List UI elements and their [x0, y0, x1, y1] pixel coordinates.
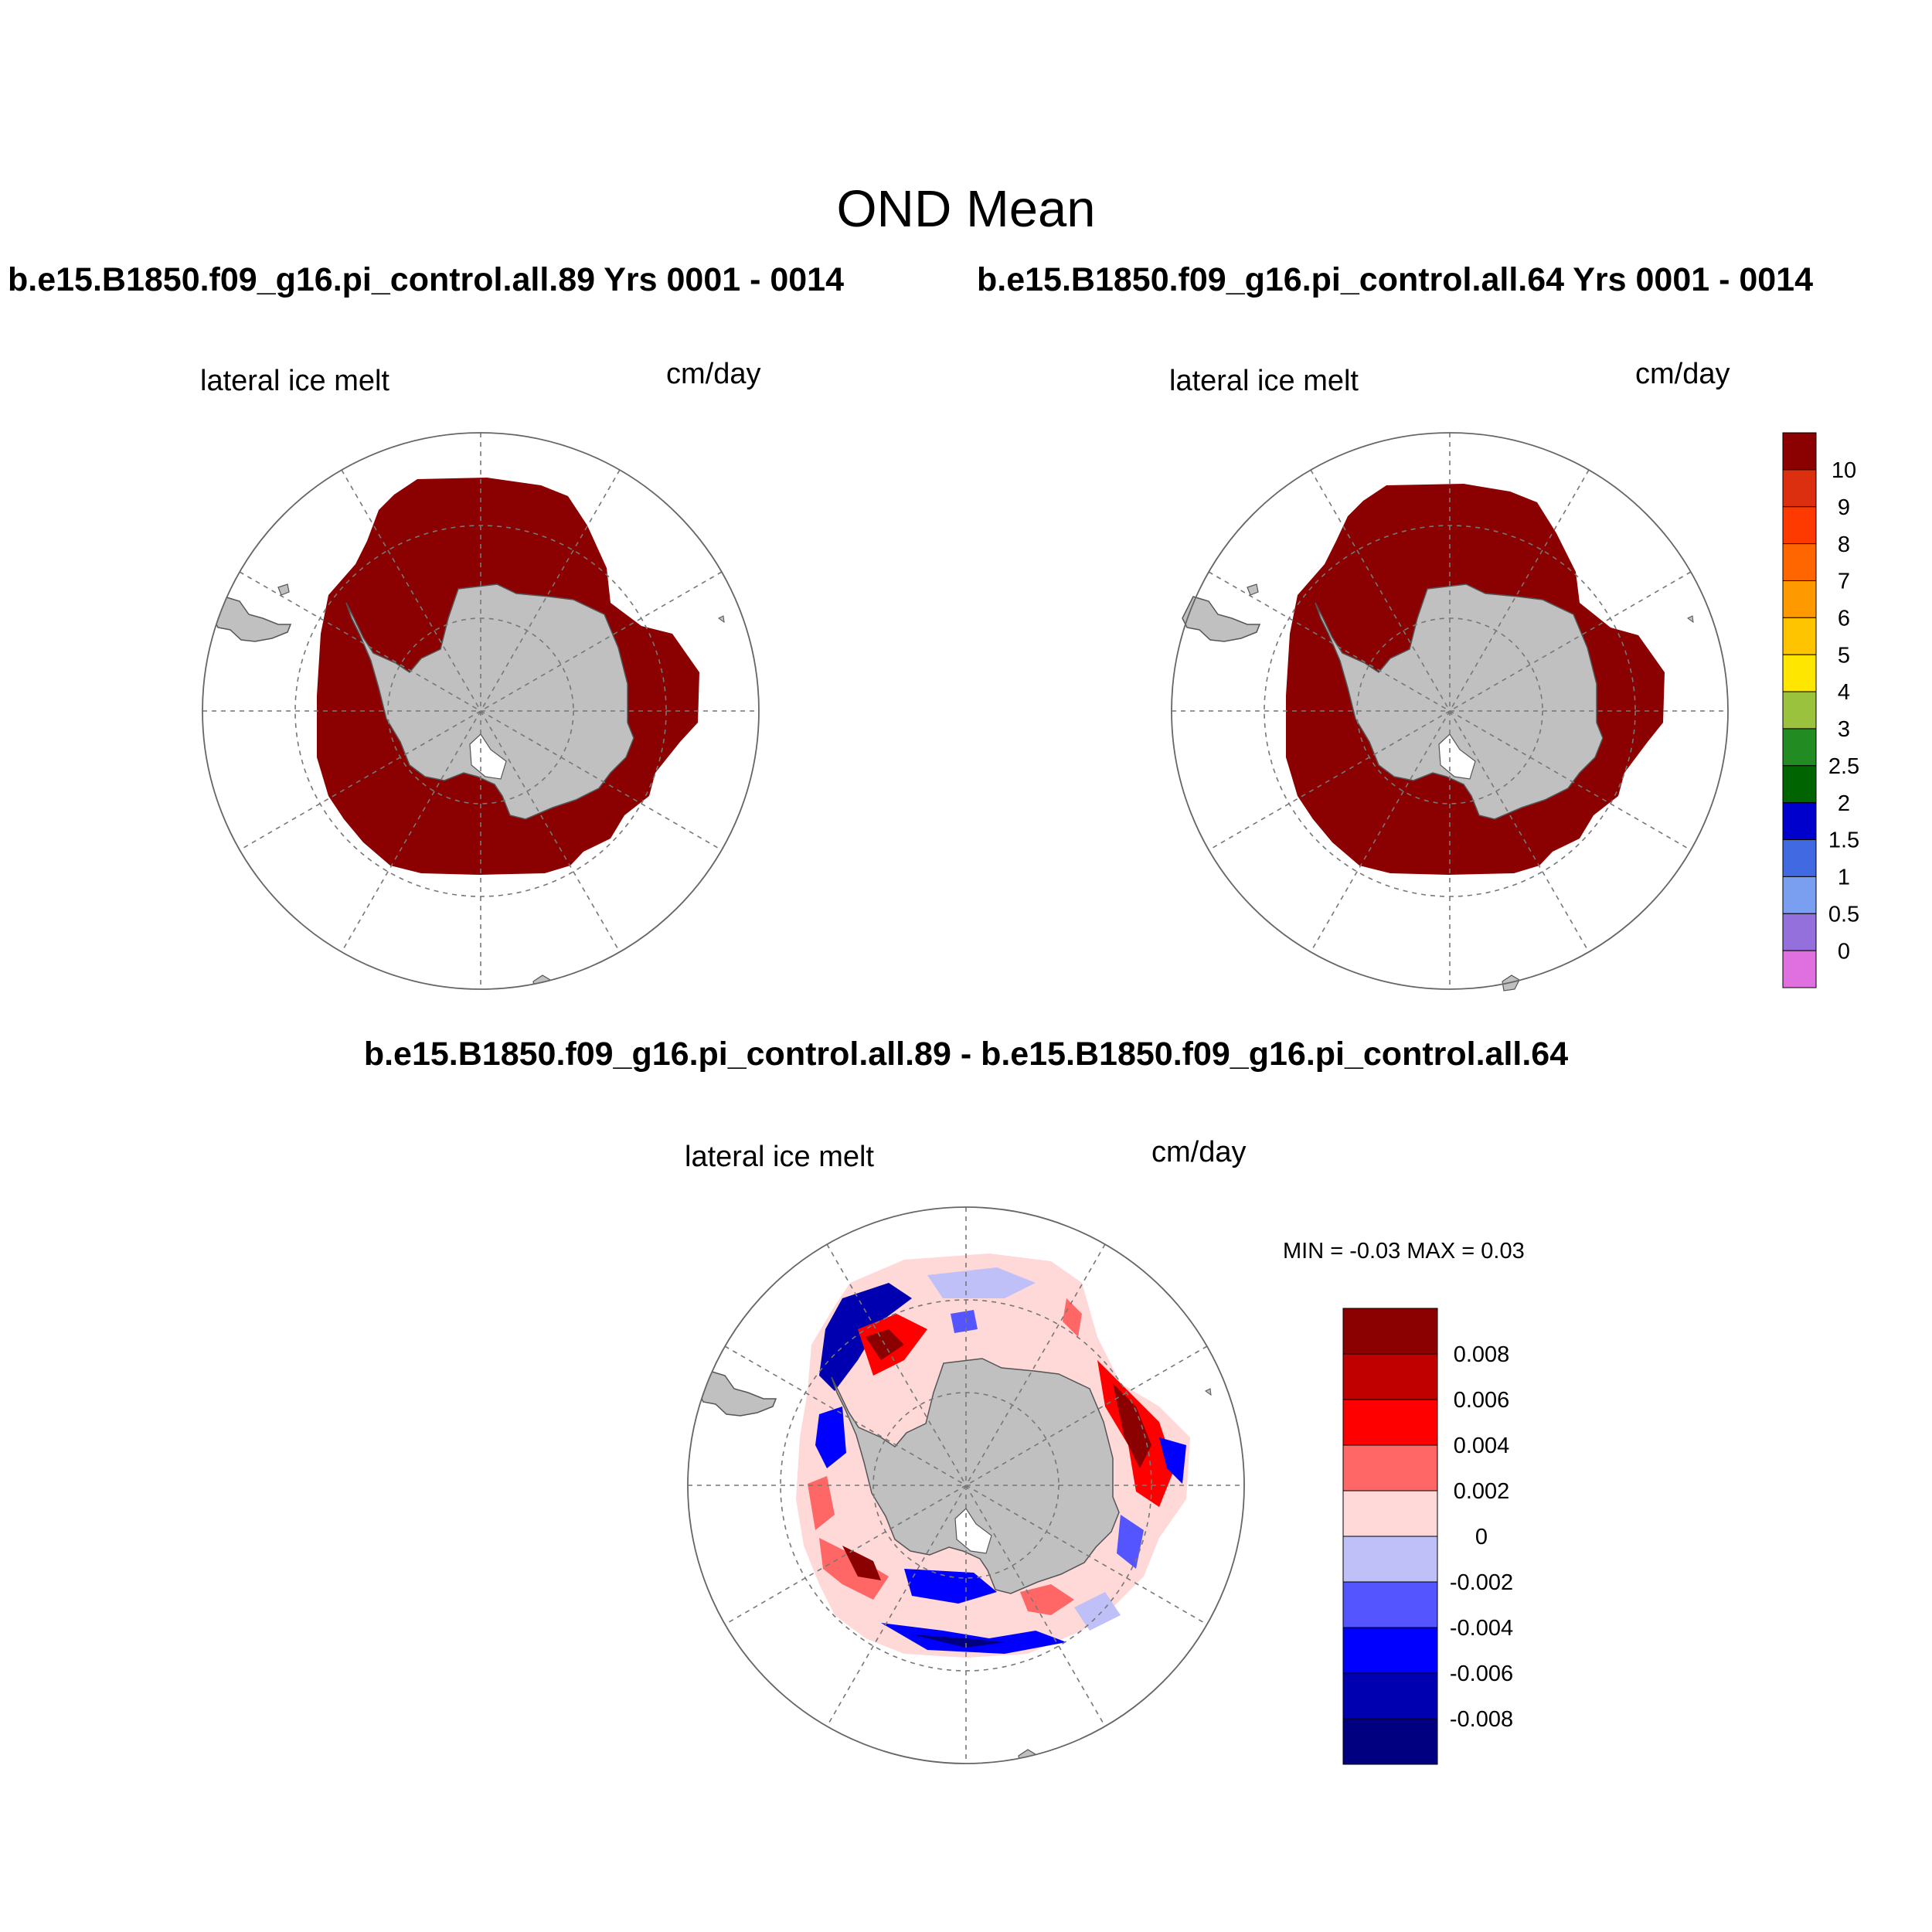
diff-island-east-land	[1205, 1388, 1212, 1396]
right-graticule	[1172, 433, 1728, 989]
main-colorbar-swatch	[1782, 839, 1817, 877]
main-colorbar-swatch	[1782, 469, 1817, 508]
panel-right-title: b.e15.B1850.f09_g16.pi_control.all.64 Yr…	[977, 261, 1814, 298]
main-colorbar-swatch	[1782, 950, 1817, 988]
diff-colorbar-swatch	[1342, 1536, 1438, 1583]
left-island-east-land	[718, 615, 725, 624]
right-map-border	[1171, 432, 1729, 990]
main-colorbar-tick-label: 2.5	[1828, 754, 1859, 779]
diff-colorbar-tick-label: 0.002	[1454, 1479, 1510, 1504]
main-colorbar-tick-label: 4	[1838, 680, 1850, 705]
main-colorbar-swatch	[1782, 432, 1817, 471]
diff-antarctica-land	[831, 1358, 1120, 1594]
diff-ross-ice-shelf	[954, 1508, 992, 1554]
diff-colorbar-tick-label: -0.002	[1450, 1570, 1513, 1595]
main-colorbar-swatch	[1782, 543, 1817, 581]
main-colorbar-swatch	[1782, 876, 1817, 914]
main-colorbar-tick-label: 10	[1832, 458, 1856, 483]
main-colorbar-swatch	[1782, 506, 1817, 545]
main-colorbar-tick-label: 2	[1838, 791, 1850, 816]
left-variable-label: lateral ice melt	[200, 365, 389, 397]
diff-colorbar-tick-label: 0.006	[1454, 1388, 1510, 1413]
left-ross-ice-shelf	[469, 733, 507, 780]
diff-colorbar-tick-label: 0	[1475, 1525, 1488, 1549]
diff-south-america-land	[698, 1370, 777, 1417]
diff-colorbar-swatch	[1342, 1399, 1438, 1446]
diff-colorbar-swatch	[1342, 1718, 1438, 1765]
diff-colorbar-tick-label: -0.008	[1450, 1707, 1513, 1732]
main-colorbar-swatch	[1782, 580, 1817, 618]
left-falkland-land	[277, 583, 290, 596]
left-map-border	[202, 432, 760, 990]
main-colorbar-tick-label: 1.5	[1828, 828, 1859, 853]
diff-colorbar-tick-label: -0.004	[1450, 1616, 1513, 1641]
main-colorbar-swatch	[1782, 802, 1817, 841]
panel-left-title: b.e15.B1850.f09_g16.pi_control.all.89 Yr…	[8, 261, 845, 298]
diff-colorbar-tick-label: 0.004	[1454, 1434, 1510, 1458]
diff-map-border	[687, 1206, 1245, 1764]
main-colorbar-tick-label: 6	[1838, 606, 1850, 631]
right-falkland-land	[1247, 583, 1259, 596]
main-colorbar-swatch	[1782, 691, 1817, 730]
diff-colorbar-swatch	[1342, 1627, 1438, 1674]
diff-colorbar: 0.008 0.006 0.004 0.002 0 -0.002 -0.004 -0.006 -…	[1342, 1308, 1513, 1765]
left-antarctica-land	[345, 583, 634, 820]
diff-variable-label: lateral ice melt	[685, 1141, 874, 1173]
main-colorbar-swatch	[1782, 617, 1817, 655]
main-colorbar-swatch	[1782, 765, 1817, 804]
main-colorbar-tick-label: 0	[1838, 939, 1850, 964]
main-colorbar-tick-label: 1	[1838, 866, 1850, 890]
main-colorbar-tick-label: 0.5	[1828, 902, 1859, 927]
diff-colorbar-swatch	[1342, 1581, 1438, 1628]
figure-title: OND Mean	[836, 180, 1096, 238]
diff-units-label: cm/day	[1151, 1136, 1247, 1168]
diff-colorbar-tick-label: 0.008	[1454, 1342, 1510, 1367]
diff-graticule	[688, 1207, 1244, 1764]
left-sea-ice-extent	[317, 478, 699, 875]
diff-panel-title: b.e15.B1850.f09_g16.pi_control.all.89 - …	[363, 1036, 1569, 1073]
right-polar-map	[1171, 432, 1729, 992]
main-colorbar-swatch	[1782, 654, 1817, 692]
right-antarctica-land	[1315, 583, 1604, 820]
right-units-label: cm/day	[1635, 358, 1730, 390]
left-graticule	[202, 433, 759, 989]
right-ross-ice-shelf	[1438, 733, 1476, 780]
diff-anomaly-blobs	[808, 1267, 1186, 1654]
left-units-label: cm/day	[666, 358, 761, 390]
diff-colorbar-tick-label: -0.006	[1450, 1662, 1513, 1686]
diff-colorbar-swatch	[1342, 1308, 1438, 1355]
right-south-america-land	[1182, 596, 1261, 642]
diff-colorbar-swatch	[1342, 1353, 1438, 1400]
main-colorbar: 10 9 8 7 6 5 4 3 2.5 2 1.5 1 0.5 0	[1782, 432, 1859, 988]
main-colorbar-tick-label: 8	[1838, 532, 1850, 557]
diff-colorbar-swatch	[1342, 1490, 1438, 1537]
main-colorbar-tick-label: 5	[1838, 643, 1850, 668]
main-colorbar-swatch	[1782, 728, 1817, 767]
right-sea-ice-extent	[1286, 484, 1665, 875]
right-island-east-land	[1687, 615, 1694, 624]
main-colorbar-tick-label: 3	[1838, 717, 1850, 742]
diff-polar-map	[687, 1206, 1245, 1764]
diff-colorbar-swatch	[1342, 1444, 1438, 1492]
left-south-america-land	[213, 596, 292, 642]
diff-colorbar-swatch	[1342, 1672, 1438, 1719]
main-colorbar-tick-label: 9	[1838, 495, 1850, 520]
right-variable-label: lateral ice melt	[1169, 365, 1359, 397]
main-colorbar-tick-label: 7	[1838, 570, 1850, 594]
main-colorbar-swatch	[1782, 913, 1817, 951]
left-polar-map	[202, 432, 760, 990]
diff-min-max-label: MIN = -0.03 MAX = 0.03	[1283, 1239, 1525, 1264]
